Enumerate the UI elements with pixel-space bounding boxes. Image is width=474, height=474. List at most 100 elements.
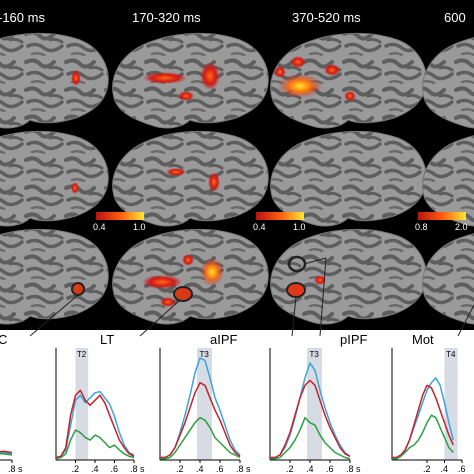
brain-surface-r2-c4 [422, 135, 474, 227]
activation-blob-5 [278, 74, 322, 98]
chart-2-series-3 [55, 429, 135, 460]
time-window-label-3: 370-520 ms [292, 10, 361, 25]
chart-4-series-2 [270, 379, 351, 459]
colorbar-2: 0.4 1.0 [253, 212, 306, 232]
roi-circle-c [71, 282, 85, 296]
chart-3-xtick-label-1: .2 [176, 464, 184, 474]
chart-4: T3 .2 .4 .6 .8 s [269, 348, 361, 474]
roi-connector-pipf-b [319, 257, 327, 337]
roi-connector-aipf [291, 296, 297, 337]
colorbar-2-gradient [256, 212, 304, 220]
chart-3-window-label: T3 [200, 350, 210, 359]
chart-2-window-shade [75, 348, 89, 460]
chart-3-window-shade [197, 348, 212, 460]
chart-3-xtick-label-3: .6 [216, 464, 224, 474]
time-window-label-1: -160 ms [0, 10, 45, 25]
chart-5-series-3 [392, 414, 454, 460]
activation-blob-13 [142, 275, 182, 289]
colorbar-2-max: 1.0 [293, 222, 306, 232]
activation-blob-1 [71, 70, 81, 86]
activation-blob-6 [290, 56, 306, 68]
colorbar-1: 0.4 1.0 [93, 212, 146, 232]
brain-surface-r1-c1 [0, 33, 109, 129]
chart-3: T3 .2 .4 .6 .8 s [159, 348, 251, 474]
chart-1-xtick-label-2: .8 s [8, 464, 23, 474]
activation-blob-8 [274, 66, 286, 78]
roi-connector-mot [457, 304, 474, 337]
brain-surface-r3-c3 [270, 229, 427, 325]
chart-3-series-2 [160, 382, 241, 459]
activation-blob-14 [200, 258, 224, 286]
chart-2-series-1 [55, 390, 135, 459]
roi-label-mot: Mot [412, 332, 434, 347]
colorbar-2-min: 0.4 [253, 222, 266, 232]
chart-5-window-label: T4 [446, 350, 456, 359]
colorbar-3-gradient [418, 212, 466, 220]
roi-connector-pipf-a [303, 257, 327, 265]
colorbar-1-min: 0.4 [93, 222, 106, 232]
time-course-charts: .6.8 sT2.2.4.6.8 sT3.2.4.6.8 sT3.2.4.6.8… [0, 348, 466, 474]
chart-4-xtick-label-2: .4 [306, 464, 314, 474]
activation-blob-4 [178, 91, 194, 101]
roi-markers [29, 255, 474, 337]
colorbar-3: 0.8 2.0 [415, 212, 468, 232]
chart-2-xtick-label-1: .2 [72, 464, 80, 474]
brain-surface-r1-c3 [270, 33, 427, 129]
brain-surface-r1-c2 [112, 33, 269, 129]
activation-blob-10 [71, 182, 79, 194]
roi-label-pipf: pIPF [340, 332, 368, 347]
brain-surface-r2-c2 [112, 131, 269, 227]
chart-5-series-2 [392, 384, 454, 459]
roi-circle-aipf [286, 282, 306, 298]
chart-1-series-1 [0, 451, 13, 455]
chart-3-series-3 [160, 416, 241, 460]
activation-blob-9 [344, 91, 356, 101]
activation-blob-16 [160, 297, 176, 307]
colorbar-1-max: 1.0 [133, 222, 146, 232]
chart-1: .6.8 s [0, 450, 23, 474]
chart-2-xtick-label-4: .8 s [130, 464, 145, 474]
chart-4-xtick-label-3: .6 [326, 464, 334, 474]
roi-label-aipf: aIPF [210, 332, 238, 347]
chart-5-xtick-label-2: .4 [441, 464, 449, 474]
chart-3-xtick-label-2: .4 [196, 464, 204, 474]
brain-surface-r2-c1 [0, 131, 109, 227]
chart-2-xtick-label-2: .4 [91, 464, 99, 474]
chart-5-xtick-label-3: .6 [458, 464, 466, 474]
colorbar-3-max: 2.0 [455, 222, 468, 232]
chart-1-series-2 [0, 450, 13, 454]
roi-connector-c [29, 294, 79, 337]
activation-blob-15 [182, 254, 194, 266]
chart-1-series-3 [0, 453, 13, 456]
time-window-label-4: 600 [444, 10, 466, 25]
brain-surface-r3-c2 [112, 229, 269, 325]
activation-blob-2 [143, 72, 187, 84]
brain-surface-r3-c1 [0, 229, 109, 325]
chart-2-series-2 [55, 389, 135, 459]
activation-overlays [71, 56, 356, 307]
chart-4-series-3 [270, 416, 351, 460]
activation-blob-3 [200, 62, 220, 90]
chart-3-xtick-label-4: .8 s [236, 464, 251, 474]
roi-label-lt: LT [100, 332, 114, 347]
chart-2: T2 .2 .4 .6 .8 s [55, 348, 145, 474]
roi-label-c: C [0, 332, 7, 347]
time-window-label-2: 170-320 ms [132, 10, 201, 25]
brain-grid [0, 33, 474, 325]
chart-4-xtick-label-4: .8 s [346, 464, 361, 474]
chart-4-window-label: T3 [310, 350, 320, 359]
chart-5: T4 .2 .4 .6 [391, 348, 466, 474]
brain-surface-r3-c4 [422, 233, 474, 325]
activation-blob-12 [208, 172, 220, 192]
activation-blob-17 [314, 275, 326, 285]
roi-connector-lt [139, 299, 181, 337]
chart-2-xtick-label-3: .6 [111, 464, 119, 474]
brain-surface-r1-c4 [422, 37, 474, 129]
activation-blob-7 [324, 64, 340, 76]
roi-circle-lt [173, 286, 193, 302]
brain-surface-r2-c3 [270, 131, 427, 227]
activation-blob-11 [166, 168, 186, 176]
colorbar-3-min: 0.8 [415, 222, 428, 232]
chart-4-xtick-label-1: .2 [286, 464, 294, 474]
